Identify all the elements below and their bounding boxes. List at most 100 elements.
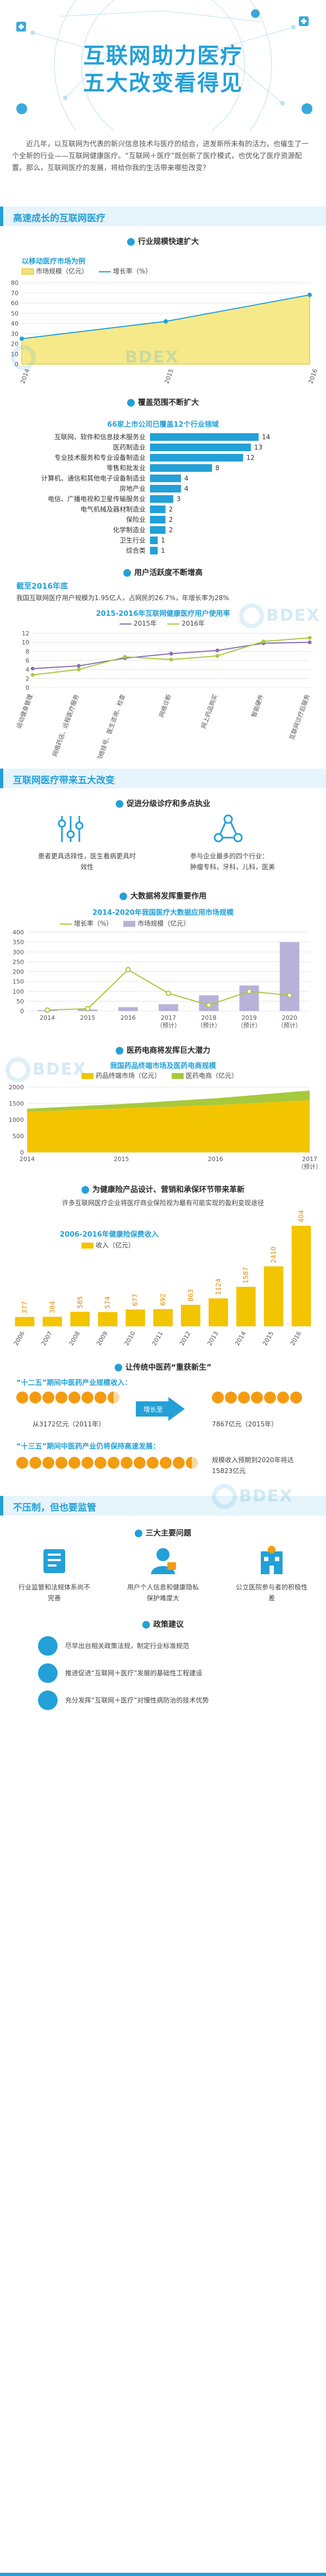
bar-value: 2410 [270,1246,278,1263]
coin-icon [42,1457,54,1469]
x-tick-label: 2015 [163,368,175,385]
chart3-legend-s2: 2016年 [181,620,205,627]
line-point [308,292,312,297]
tcm-coins-1 [16,1392,310,1405]
tcm-coins-2 [16,1457,198,1470]
coin-icon [55,1392,67,1404]
growth-point [206,1002,212,1008]
card2-subhead: 大数据将发挥重要作用 [0,890,326,901]
growth-point [286,993,292,998]
x-tick-label: 2017 [161,1014,176,1021]
y-tick-label: 12 [22,630,29,637]
hero-title-line2: 五大改变看得见 [83,71,243,96]
bar [42,1317,62,1326]
chart5-legend-s2: 医药电商（亿元） [185,1072,238,1080]
policy-2: 推进促进“互联网＋医疗”发展的基础性工程建设 [65,1669,203,1677]
card3-subhead: 医药电商将发挥巨大潜力 [0,1045,326,1056]
bar [209,1298,228,1326]
x-tick-label: 2017 [302,1156,317,1163]
bar [150,433,259,441]
bullet-dot-icon [82,1186,89,1194]
y-tick-label: 70 [11,290,18,297]
y-tick-label: 0 [20,1149,24,1156]
line-point [308,640,312,645]
bar-label: 计算机、通信和其他电子设备制造业 [41,474,146,482]
growth-point [166,990,171,996]
section1-subhead3: 用户活跃度不断增高 [0,567,326,578]
x-tick-label: 运动健身管理 [15,693,34,729]
line-point [30,666,35,671]
legend-2016-line [167,623,180,625]
y-tick-label: 10 [22,639,29,646]
y-tick-label: 250 [12,958,24,965]
growth-point [85,1006,91,1012]
legend-scale-swatch [123,921,136,927]
bar-value: 677 [131,1294,139,1306]
x-tick-label: 2015 [261,1330,275,1347]
x-tick-label: 2016 [307,368,319,385]
x-tick-label: （预计） [278,1022,302,1029]
coin-icon [16,1457,28,1469]
section2-bar: 互联网医疗带来五大改变 [0,769,326,788]
chart1-legend-s2: 增长率（%） [112,267,152,275]
bar [150,475,181,482]
y-tick-label: 2000 [9,1084,24,1091]
growth-arrow-icon: 增长至 [136,1397,185,1421]
hospital-network-icon [214,814,243,843]
section3-bar: 不压制，但也要监管 [0,1496,326,1515]
bar-value: 377 [21,1301,28,1314]
line-point [215,648,220,653]
section3-title: 不压制，但也要监管 [13,1502,96,1513]
bar [118,1007,138,1011]
x-tick-label: 2015 [114,1156,129,1163]
bar [150,444,251,451]
bar-value: 2 [169,526,173,534]
coin-icon [277,1392,289,1404]
section1-bar: 高速成长的互联网医疗 [0,207,326,226]
bar [264,1266,284,1326]
bar-value: 4 [184,475,189,482]
y-tick-label: 30 [11,330,18,338]
watermark-text: BDEX [125,348,179,367]
chart5-title: 我国药品终端市场及医药电商规模 [110,1062,216,1070]
chart3-title: 2015-2016年互联网健康医疗用户使用率 [96,610,230,618]
legend-2015-line [120,623,131,625]
tcm-q1: “十二五”期间中医药产业规模收入： [16,1379,132,1387]
card1-left-text: 患者更具选择性，医生看病更具时效性 [38,852,136,871]
bar-label: 房地产业 [120,484,146,492]
bar-label: 零售和批发业 [106,464,146,472]
chart6-insurance: 377 2006 384 2007 585 2008 574 2009 677 2010 692 20… [12,1209,311,1347]
document-icon [38,1636,58,1656]
bar [98,1312,117,1326]
bar-label: 电信、广播电视和卫星传输服务业 [48,495,146,503]
section1-subhead2: 覆盖范围不断扩大 [0,397,326,408]
bar-label: 化学制造业 [113,526,146,534]
x-tick-label: （预计） [237,1022,261,1029]
x-tick-label: （预计） [298,1163,322,1170]
x-tick-label: 网上药品购买 [199,693,219,729]
line-point [169,652,173,656]
bar [150,454,243,461]
x-tick-label: 2016 [121,1014,136,1021]
x-tick-label: 2006 [12,1330,26,1347]
legend-swatch-area [22,269,34,275]
bar [126,1309,145,1326]
bar [159,1004,178,1011]
x-tick-label: 2008 [68,1330,82,1347]
y-tick-label: 200 [12,969,24,976]
x-tick-label: （预计） [197,1022,221,1029]
coin-icon [108,1457,120,1469]
chart5-legend-s1: 药品终端市场（亿元） [96,1072,161,1080]
chart4-bigdata: 0 50 100 150 200 250 300 350 400 2014 2015 2016 2017… [12,929,310,1029]
bullet-dot-icon [114,1364,122,1371]
watermark-text: BDEX [33,1060,87,1079]
tcm-q1-to: 7867亿元（2015年） [212,1420,278,1428]
tcm-q2: “十三五”期间中医药产业仍将保持高速发展： [16,1443,160,1451]
chart3-legend-s1: 2015年 [134,620,157,627]
hero-network-graphic [16,0,312,130]
card1-subhead: 促进分级诊疗和多点执业 [0,798,326,809]
bar-value: 2 [169,506,173,513]
chart4-legend-s1: 增长率（%） [74,920,113,927]
coin-icon [29,1457,41,1469]
